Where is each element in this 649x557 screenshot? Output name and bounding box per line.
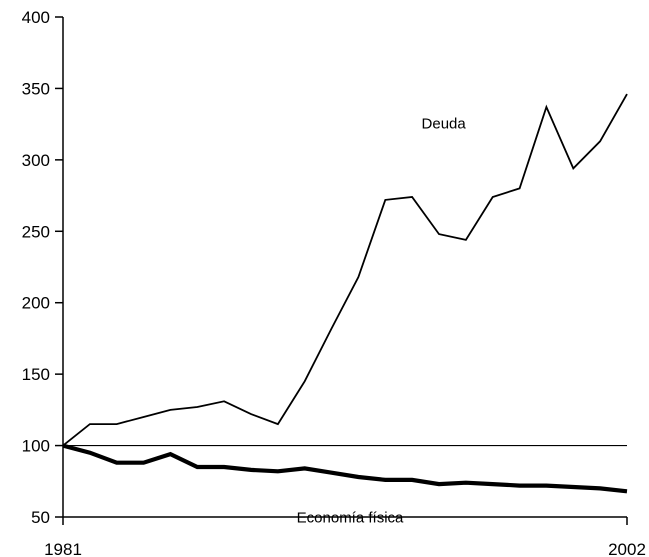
y-tick-label: 100 — [22, 437, 50, 456]
series-label-deuda: Deuda — [422, 115, 467, 132]
x-tick-label: 1981 — [44, 540, 82, 557]
y-tick-label: 50 — [31, 508, 50, 527]
series-lines — [62, 93, 628, 494]
series-line-deuda — [62, 93, 628, 447]
y-tick-label: 250 — [22, 222, 50, 241]
y-tick-label: 300 — [22, 151, 50, 170]
chart-axes: 50 100 150 200 250 300 350 400 1981 2002 — [22, 8, 646, 557]
series-label-economia-fisica: Economía física — [297, 510, 404, 527]
y-tick-label: 350 — [22, 79, 50, 98]
series-labels: Deuda Economía física — [297, 115, 467, 526]
y-tick-label: 200 — [22, 294, 50, 313]
x-tick-label: 2002 — [608, 540, 646, 557]
y-tick-label: 150 — [22, 365, 50, 384]
y-tick-label: 400 — [22, 8, 50, 27]
series-line-economia-fisica — [62, 443, 628, 494]
